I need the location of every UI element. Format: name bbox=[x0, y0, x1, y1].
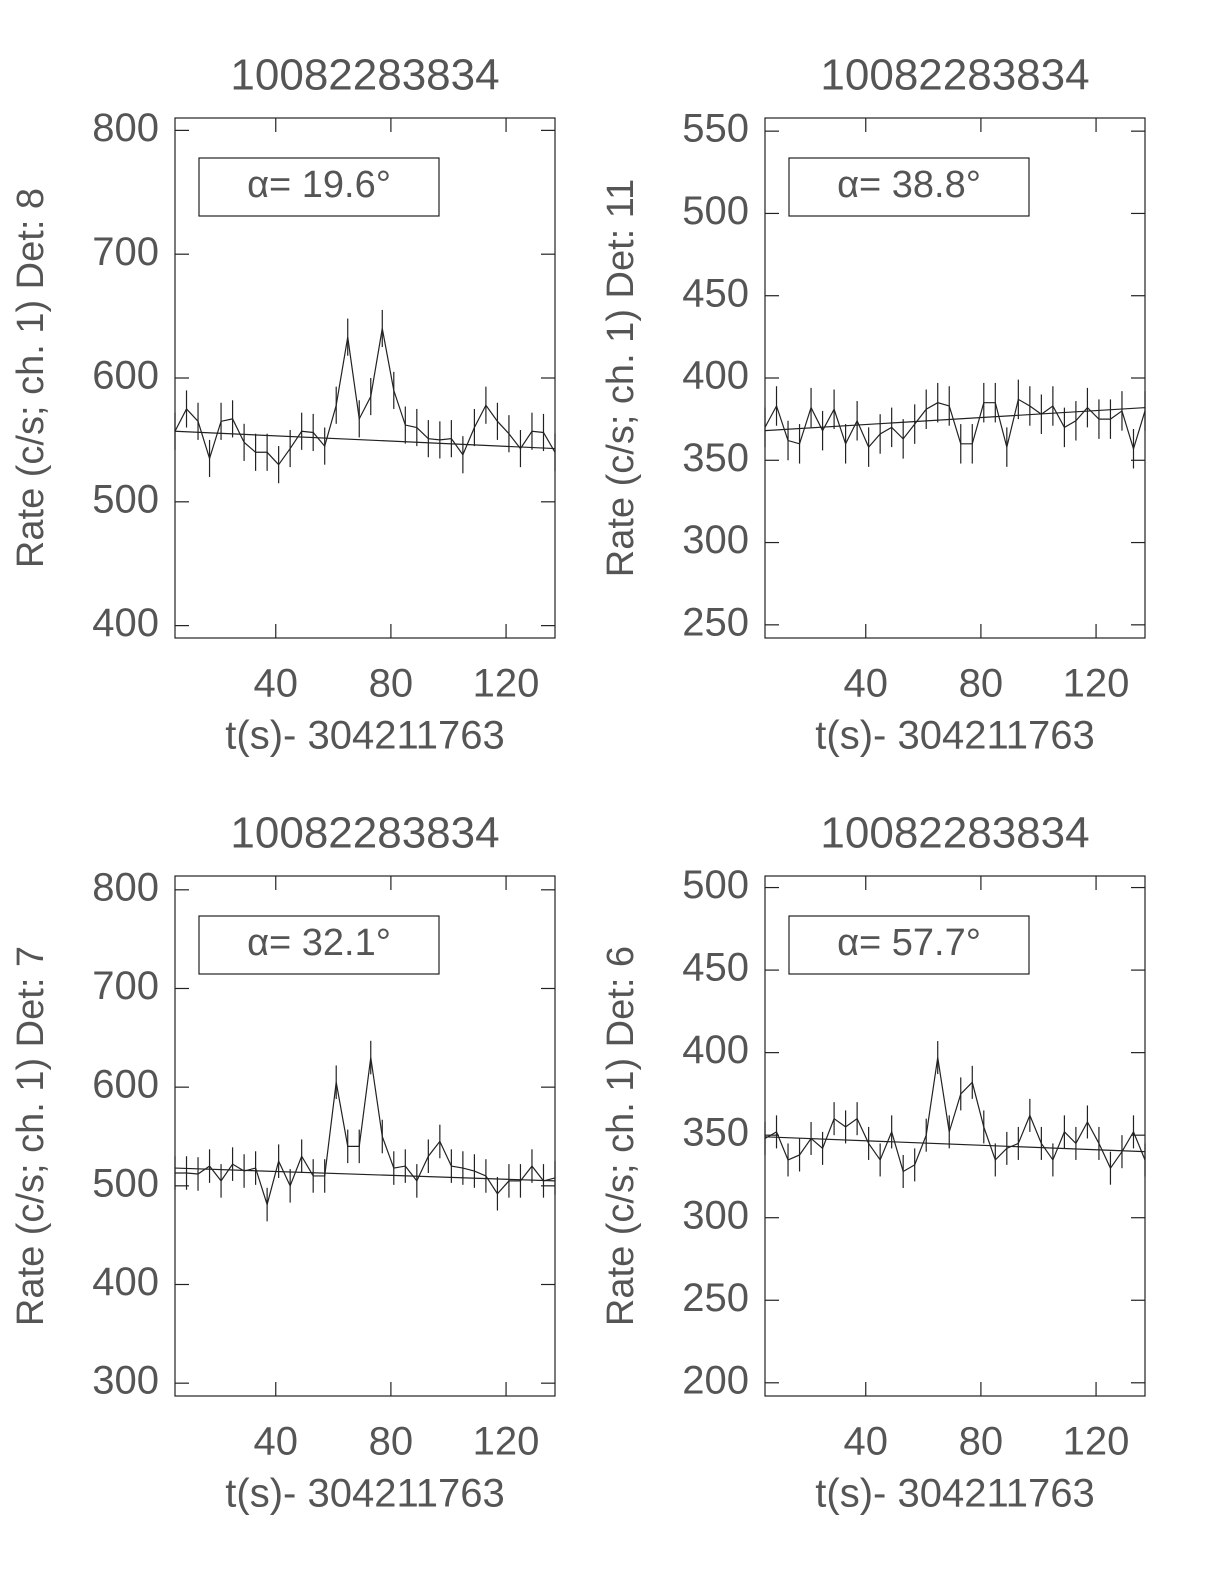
y-axis-label: Rate (c/s; ch. 1) Det: 11 bbox=[600, 179, 642, 577]
annotation: α= 38.8° bbox=[837, 164, 981, 206]
x-tick-label: 80 bbox=[369, 1420, 414, 1464]
plot-frame bbox=[174, 875, 556, 1397]
y-tick-label: 400 bbox=[92, 1260, 159, 1304]
panel-title: 10082283834 bbox=[820, 809, 1089, 858]
y-tick-label: 200 bbox=[682, 1358, 749, 1402]
y-tick-label: 500 bbox=[682, 189, 749, 233]
x-tick-label: 120 bbox=[1063, 662, 1130, 706]
y-axis-label: Rate (c/s; ch. 1) Det: 8 bbox=[10, 188, 52, 568]
data-line bbox=[764, 1057, 1146, 1173]
x-tick-label: 120 bbox=[473, 1420, 540, 1464]
fit-line bbox=[174, 430, 556, 450]
y-tick-label: 700 bbox=[92, 230, 159, 274]
panel-title: 10082283834 bbox=[230, 51, 499, 100]
y-tick-label: 400 bbox=[682, 1028, 749, 1072]
y-tick-label: 300 bbox=[92, 1359, 159, 1403]
y-axis-label: Rate (c/s; ch. 1) Det: 6 bbox=[600, 946, 642, 1326]
annotation-box bbox=[788, 157, 1030, 217]
x-axis-label: t(s)- 304211763 bbox=[225, 1472, 504, 1516]
y-tick-label: 350 bbox=[682, 436, 749, 480]
y-axis-label: Rate (c/s; ch. 1) Det: 7 bbox=[10, 946, 52, 1326]
y-tick-label: 450 bbox=[682, 946, 749, 990]
x-tick-label: 40 bbox=[844, 662, 889, 706]
annotation-box bbox=[198, 157, 440, 217]
y-tick-label: 350 bbox=[682, 1111, 749, 1155]
y-tick-label: 300 bbox=[682, 1193, 749, 1237]
x-tick-label: 40 bbox=[254, 662, 299, 706]
y-tick-label: 500 bbox=[92, 477, 159, 521]
y-tick-label: 700 bbox=[92, 964, 159, 1008]
fit-line bbox=[764, 1136, 1146, 1153]
data-line bbox=[175, 1057, 556, 1207]
y-tick-label: 400 bbox=[682, 354, 749, 398]
x-tick-label: 80 bbox=[959, 1420, 1004, 1464]
y-tick-label: 800 bbox=[92, 865, 159, 909]
y-tick-label: 600 bbox=[92, 354, 159, 398]
annotation-box bbox=[788, 915, 1030, 975]
x-axis-label: t(s)- 304211763 bbox=[225, 714, 504, 758]
panel-title: 10082283834 bbox=[820, 51, 1089, 100]
y-tick-label: 250 bbox=[682, 600, 749, 644]
annotation: α= 19.6° bbox=[247, 164, 391, 206]
x-tick-label: 80 bbox=[959, 662, 1004, 706]
y-tick-label: 300 bbox=[682, 518, 749, 562]
x-tick-label: 40 bbox=[254, 1420, 299, 1464]
x-tick-label: 120 bbox=[1063, 1420, 1130, 1464]
y-tick-label: 400 bbox=[92, 601, 159, 645]
y-tick-label: 600 bbox=[92, 1063, 159, 1107]
y-tick-label: 450 bbox=[682, 271, 749, 315]
annotation: α= 57.7° bbox=[837, 922, 981, 964]
panel-title: 10082283834 bbox=[230, 809, 499, 858]
y-tick-label: 500 bbox=[682, 863, 749, 907]
y-tick-label: 800 bbox=[92, 106, 159, 150]
annotation-box bbox=[198, 915, 440, 975]
x-axis-label: t(s)- 304211763 bbox=[815, 714, 1094, 758]
x-tick-label: 40 bbox=[844, 1420, 889, 1464]
y-tick-label: 550 bbox=[682, 107, 749, 151]
y-tick-label: 250 bbox=[682, 1276, 749, 1320]
y-tick-label: 500 bbox=[92, 1161, 159, 1205]
fit-line bbox=[764, 407, 1146, 432]
x-axis-label: t(s)- 304211763 bbox=[815, 1472, 1094, 1516]
data-line bbox=[174, 328, 556, 466]
data-line bbox=[764, 398, 1146, 451]
x-tick-label: 120 bbox=[473, 662, 540, 706]
annotation: α= 32.1° bbox=[247, 922, 391, 964]
x-tick-label: 80 bbox=[369, 662, 414, 706]
fit-line bbox=[174, 1167, 556, 1182]
